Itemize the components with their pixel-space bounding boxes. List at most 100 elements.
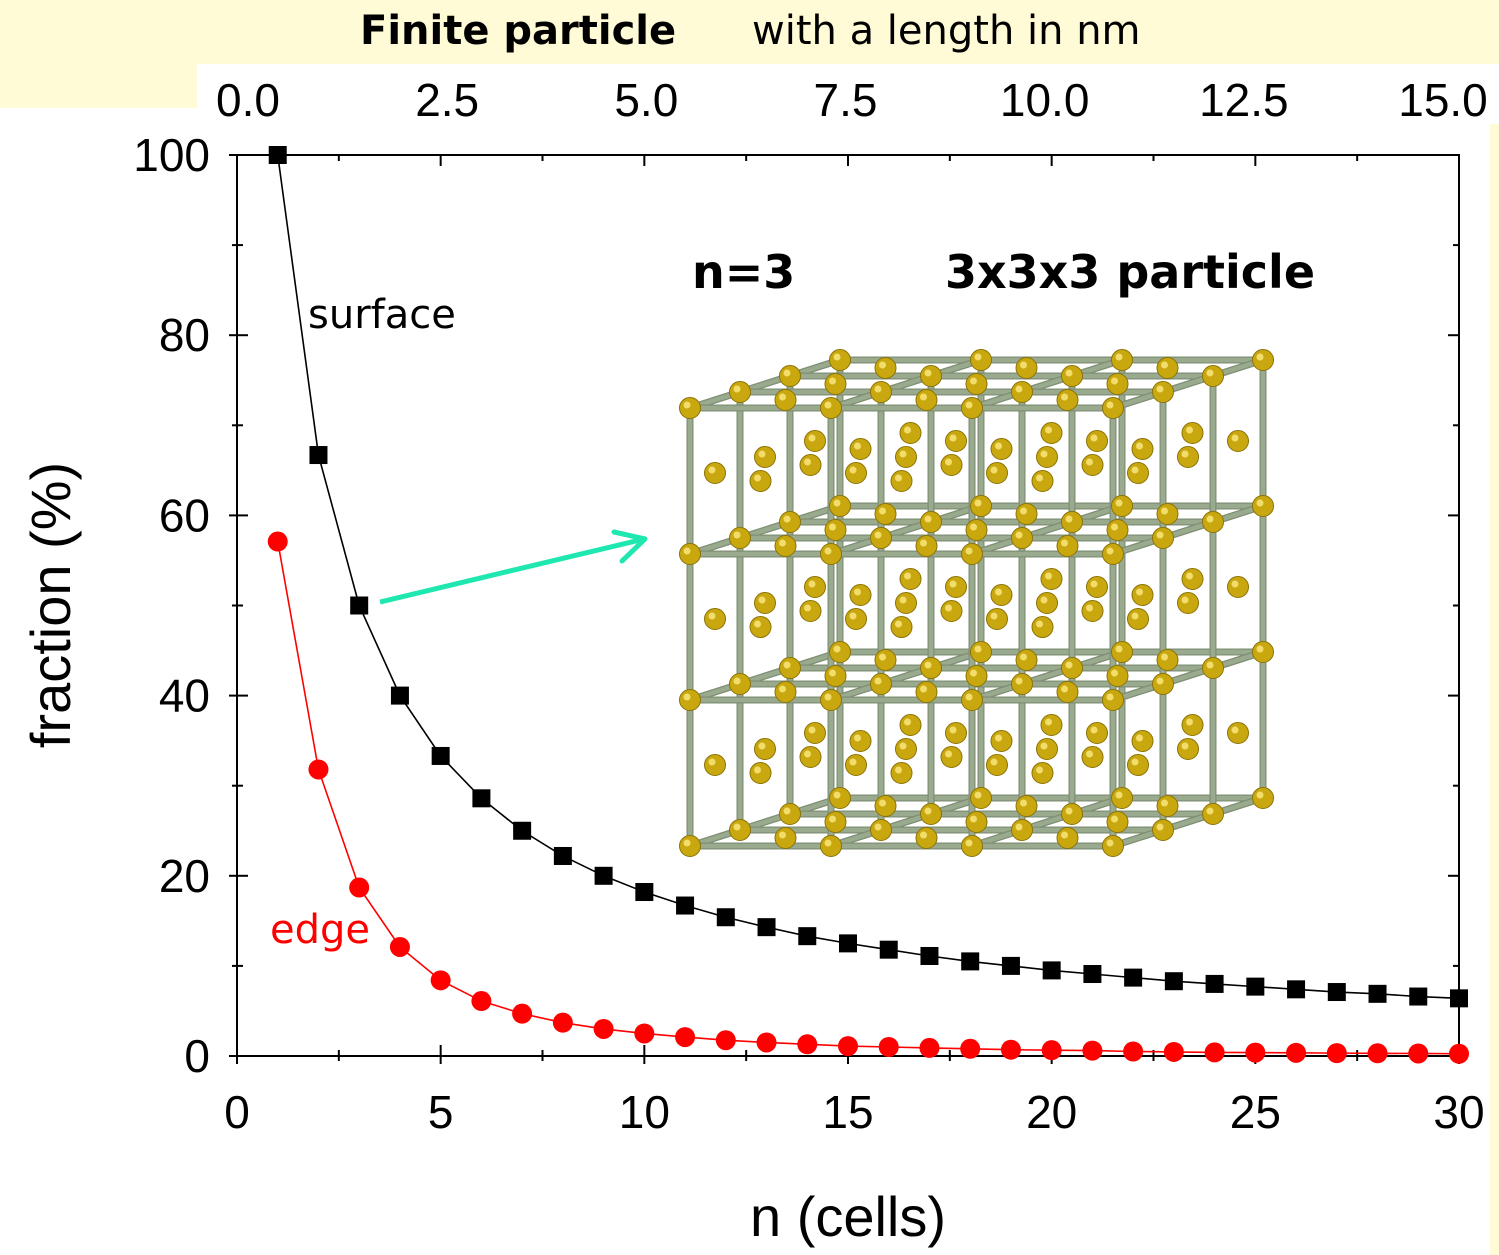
lattice-atom <box>1031 762 1054 784</box>
lattice-atom-highlight <box>924 807 932 815</box>
lattice-atom <box>899 568 922 590</box>
point-surface <box>268 146 287 164</box>
lattice-atom <box>1252 495 1274 517</box>
lattice-atom <box>870 819 892 841</box>
lattice-atom <box>1061 657 1083 679</box>
lattice-atom-highlight <box>1015 531 1023 539</box>
lattice-atom-highlight <box>970 669 977 677</box>
lattice-atom <box>849 584 872 606</box>
lattice-atom-highlight <box>945 750 952 758</box>
lattice-atom-highlight <box>1106 401 1114 409</box>
lattice-atom-highlight <box>708 612 716 620</box>
lattice-atom <box>965 811 988 833</box>
x-tick-label: 20 <box>1026 1086 1077 1138</box>
lattice-atom <box>804 722 826 744</box>
lattice-atom <box>779 365 801 387</box>
lattice-atom-highlight <box>804 604 811 612</box>
lattice-atom <box>1181 422 1204 444</box>
lattice-atom-highlight <box>733 823 741 831</box>
lattice-atom-highlight <box>895 766 902 774</box>
lattice-atom <box>704 462 726 484</box>
top-axis-tick-label: 10.0 <box>1000 74 1090 126</box>
lattice-atom <box>1106 665 1129 687</box>
lattice-atom <box>1127 608 1149 630</box>
lattice-atom <box>1106 373 1129 395</box>
lattice-atom <box>1252 349 1274 371</box>
lattice-atom <box>774 535 797 557</box>
y-axis-label: fraction (%) <box>19 462 82 748</box>
lattice-atom <box>779 803 801 825</box>
lattice-atom-highlight <box>824 693 832 701</box>
lattice-atom-highlight <box>895 474 902 482</box>
lattice-atom <box>704 754 726 776</box>
lattice-atom-highlight <box>804 458 811 466</box>
lattice-atom-highlight <box>754 474 761 482</box>
lattice-atom <box>1152 527 1174 549</box>
lattice-atom-highlight <box>804 750 811 758</box>
lattice-atom-highlight <box>974 791 982 799</box>
lattice-atom-highlight <box>1156 531 1164 539</box>
point-edge <box>1326 1043 1347 1064</box>
lattice-atom-highlight <box>965 693 973 701</box>
lattice-atom-highlight <box>733 677 741 685</box>
lattice-atom-highlight <box>683 693 691 701</box>
lattice-atom-highlight <box>783 369 791 377</box>
lattice-atom-highlight <box>854 588 861 596</box>
lattice-atom-highlight <box>1256 499 1264 507</box>
lattice-atom <box>915 535 938 557</box>
lattice-atom-highlight <box>1206 661 1214 669</box>
point-edge <box>1123 1041 1144 1062</box>
lattice-atom <box>754 738 776 760</box>
lattice-atom-highlight <box>974 645 982 653</box>
point-surface <box>553 846 572 865</box>
lattice-atom-highlight <box>904 718 911 726</box>
inset-label-n: n=3 <box>692 245 795 299</box>
lattice-atom-highlight <box>1061 685 1068 693</box>
lattice-atom-highlight <box>1020 507 1027 515</box>
lattice-atom <box>1177 446 1199 468</box>
lattice-atom-highlight <box>879 653 886 661</box>
lattice-atom <box>899 714 922 736</box>
lattice-atom <box>1056 389 1079 411</box>
lattice-atom-highlight <box>895 620 902 628</box>
lattice-atom-highlight <box>1015 823 1023 831</box>
lattice-atom <box>945 722 967 744</box>
lattice-atom-highlight <box>708 758 716 766</box>
lattice-atom <box>829 641 851 663</box>
lattice-atom <box>804 576 826 598</box>
x-tick-label: 5 <box>428 1086 454 1138</box>
lattice-atom <box>990 584 1013 606</box>
lattice-atom-highlight <box>879 361 886 369</box>
lattice-atom <box>1061 803 1083 825</box>
top-axis-tick-label: 5.0 <box>614 74 678 126</box>
lattice-atom-highlight <box>1036 766 1043 774</box>
lattice-atom <box>1202 803 1224 825</box>
lattice-atom <box>1102 835 1124 857</box>
point-edge <box>675 1027 696 1048</box>
lattice-atom-highlight <box>970 523 977 531</box>
lattice-atom <box>1156 795 1179 817</box>
lattice-atom-highlight <box>995 734 1002 742</box>
point-edge <box>960 1038 981 1059</box>
lattice-atom <box>1061 511 1083 533</box>
lattice-atom <box>1040 422 1063 444</box>
lattice-atom <box>1011 381 1033 403</box>
lattice-atom-highlight <box>683 839 691 847</box>
lattice-atom-highlight <box>1131 466 1139 474</box>
lattice-atom <box>1036 592 1058 614</box>
lattice-atom-highlight <box>945 458 952 466</box>
point-surface <box>839 934 857 953</box>
lattice-atom-highlight <box>1040 450 1048 458</box>
lattice-atom-highlight <box>965 839 973 847</box>
lattice-atom-highlight <box>1020 653 1027 661</box>
lattice-atom <box>970 495 992 517</box>
lattice-atom <box>1127 462 1149 484</box>
lattice-atom <box>1111 641 1133 663</box>
lattice-atom <box>679 397 701 419</box>
lattice-atom <box>1111 787 1133 809</box>
point-surface <box>1246 977 1265 996</box>
lattice-atom <box>920 657 942 679</box>
lattice-atom-highlight <box>1111 523 1118 531</box>
lattice-atom-highlight <box>833 353 841 361</box>
